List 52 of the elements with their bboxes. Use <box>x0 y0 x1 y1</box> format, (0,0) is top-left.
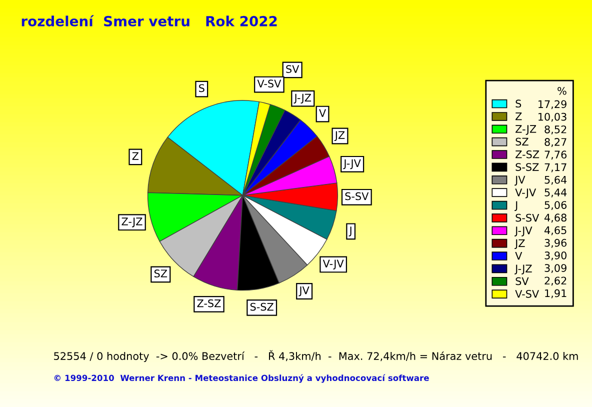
slice-label: V <box>319 109 326 117</box>
chart-title: rozdelení Smer vetru Rok 2022 <box>22 15 277 26</box>
legend-label: J-JV <box>514 226 532 236</box>
text: © 1999-2010 Werner Krenn - Meteostanice Obsluzný a vyhodnocovací software <box>54 374 429 383</box>
data-label: 3,09 <box>544 264 566 274</box>
slice-label: J-JZ <box>294 94 312 104</box>
slice-label: V-JV <box>322 260 344 270</box>
slice-label: J-JV <box>343 159 361 170</box>
legend-label: J <box>514 201 518 211</box>
text: 52554 / 0 hodnoty -> 0.0% Bezvetrí - Ř 4,3km/h - Max. 72,4km/h = Náraz vetru - 40742.0 km <box>54 350 578 362</box>
data-label: 5,06 <box>544 201 567 210</box>
slice-label: V-SV <box>257 80 282 88</box>
slice-label: SV <box>286 65 300 73</box>
legend-label: S-SZ <box>516 163 539 171</box>
legend-label: SV <box>516 277 529 286</box>
legend-label: JZ <box>514 239 525 250</box>
legend-label: Z <box>516 112 522 120</box>
slice-label: J <box>348 226 352 236</box>
legend-label: V <box>515 252 522 260</box>
slice-label: JV <box>298 286 310 296</box>
data-label: 1,91 <box>545 289 566 298</box>
slice-label: JZ <box>334 131 345 141</box>
data-label: 10,03 <box>538 112 566 122</box>
legend-label: V-JV <box>515 188 536 198</box>
data-label: 4,65 <box>544 226 566 236</box>
legend-label: J-JZ <box>514 264 532 274</box>
data-label: 17,29 <box>538 100 566 110</box>
legend-label: S-SV <box>516 214 540 222</box>
data-label: 5,64 <box>544 176 567 185</box>
data-label: 2,62 <box>544 276 566 286</box>
legend-title: % <box>558 86 566 95</box>
legend-label: Z-JZ <box>516 125 536 135</box>
data-label: 8,27 <box>544 138 566 147</box>
data-label: 4,68 <box>544 214 566 223</box>
data-label: 3,96 <box>544 238 567 248</box>
legend-label: SZ <box>516 138 528 146</box>
legend-label: Z-SZ <box>516 150 540 158</box>
slice-label: Z-SZ <box>197 299 221 308</box>
slice-label: S-SV <box>345 192 369 200</box>
data-label: 7,17 <box>544 163 566 172</box>
data-label: 8,52 <box>544 125 566 134</box>
legend-label: JV <box>514 176 526 186</box>
slice-label: Z <box>132 152 139 160</box>
legend-label: V-SV <box>515 290 540 298</box>
legend-label: S <box>516 100 522 108</box>
data-label: 5,44 <box>544 188 567 198</box>
slice-label: Z-JZ <box>122 218 142 228</box>
slice-label: S-SZ <box>250 302 274 311</box>
data-label: 3,90 <box>544 251 566 260</box>
slice-label: S <box>199 84 204 92</box>
data-label: 7,76 <box>544 150 567 160</box>
slice-label: SZ <box>154 270 168 278</box>
